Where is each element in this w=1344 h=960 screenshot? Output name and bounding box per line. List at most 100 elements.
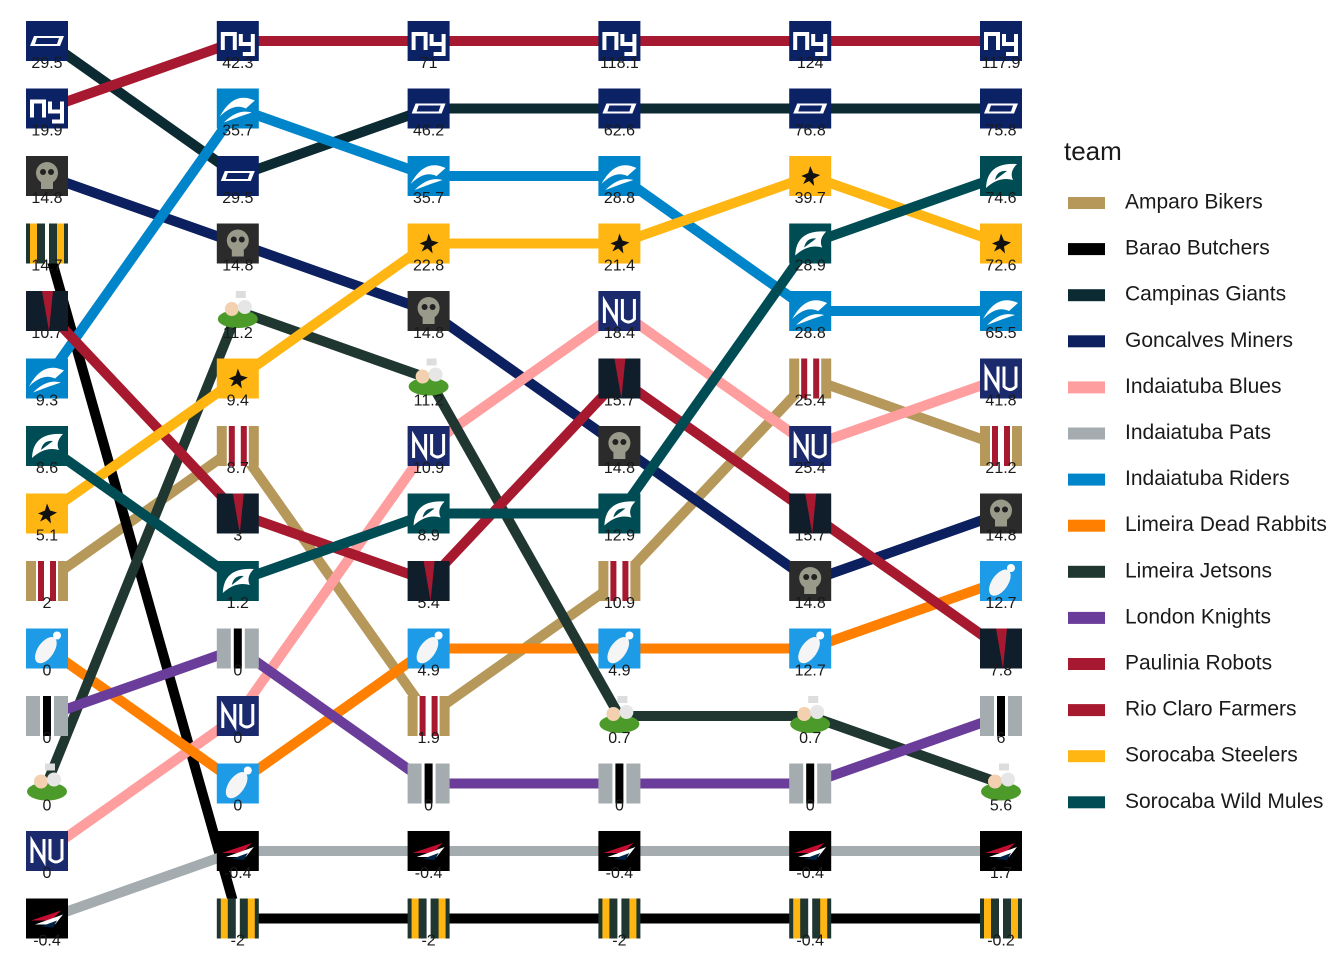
value-label: 7.8 [990, 663, 1012, 680]
value-label: 35.7 [413, 190, 444, 207]
value-label: 14.8 [985, 528, 1016, 545]
team-line [44, 304, 1003, 856]
logo-part [53, 631, 61, 640]
value-label: 15.7 [795, 528, 826, 545]
logo-part [997, 696, 1005, 736]
legend-swatch [1068, 335, 1105, 348]
logo-part [999, 763, 1009, 771]
value-label: 2 [43, 595, 52, 612]
logo-part [238, 236, 245, 243]
logo-part [990, 499, 1012, 522]
logo-part [233, 628, 242, 669]
logo-part [231, 249, 244, 257]
team-logo [789, 223, 832, 264]
team-logo [598, 358, 641, 399]
logo-part [796, 314, 825, 325]
value-label: 75.8 [985, 123, 1016, 140]
value-label: 72.6 [985, 258, 1016, 275]
logo-part [608, 432, 631, 454]
logo-part [811, 574, 818, 580]
value-label: -2 [612, 933, 626, 950]
logo-part [598, 156, 641, 196]
legend-label: Paulinia Robots [1125, 652, 1272, 675]
team-logo [598, 88, 641, 129]
logo-part [980, 291, 1022, 331]
team-logo [216, 223, 259, 264]
value-label: 22.8 [413, 258, 444, 275]
value-label: 10.9 [604, 595, 635, 612]
team-logo [26, 898, 68, 939]
value-label: 9.3 [36, 393, 58, 410]
value-label: 0 [233, 730, 242, 747]
value-label: 28.9 [795, 258, 826, 275]
logo-part [34, 774, 48, 789]
logo-part [620, 439, 627, 445]
value-label: 29.5 [222, 190, 253, 207]
value-label: 11.2 [414, 393, 444, 410]
value-label: 0 [43, 798, 52, 815]
logo-part [610, 233, 630, 254]
team-logo [598, 763, 641, 804]
value-label: 21.4 [604, 258, 635, 275]
logo-part [795, 231, 827, 256]
team-logo [598, 223, 641, 264]
team-line [42, 102, 1001, 382]
legend-swatch [1068, 473, 1105, 486]
logo-part [225, 772, 248, 799]
logo-part [45, 223, 49, 264]
value-label: 19.9 [31, 123, 62, 140]
value-label: 1.2 [227, 595, 249, 612]
logo-part [220, 32, 255, 56]
value-label: 62.6 [604, 123, 635, 140]
logo-part [995, 519, 1007, 527]
logo-part [411, 898, 419, 939]
team-logo [26, 561, 68, 601]
team-logo [407, 831, 450, 871]
logo-part [625, 631, 634, 640]
value-label: 42.3 [222, 55, 253, 72]
logo-part [622, 561, 629, 601]
legend-swatch [1068, 750, 1105, 763]
team-logo [26, 21, 68, 61]
logo-part [984, 898, 991, 939]
logo-part [995, 170, 1007, 180]
logo-part [808, 696, 819, 703]
team-logo [789, 561, 832, 601]
logo-part [231, 853, 248, 860]
team-logo [789, 493, 832, 534]
logo-part [414, 179, 443, 190]
logo-part [996, 628, 1007, 669]
legend-label: London Knights [1125, 605, 1271, 628]
value-label: 0 [43, 730, 52, 747]
team-logo [980, 898, 1022, 939]
team-logo [216, 898, 259, 939]
logo-part [232, 493, 244, 534]
team-logo [216, 426, 259, 466]
value-label: 39.7 [795, 190, 826, 207]
logo-part [629, 898, 637, 939]
value-label: 118.1 [600, 55, 639, 72]
logo-part [226, 229, 249, 252]
logo-part [220, 898, 228, 939]
value-label: 0 [43, 865, 52, 882]
value-label: 15.7 [604, 393, 635, 410]
team-logo [599, 696, 640, 733]
team-line [45, 846, 1001, 924]
logo-part [602, 32, 637, 56]
team-logo [408, 358, 449, 396]
team-logo [407, 156, 450, 196]
logo-part [412, 430, 446, 462]
team-logo [216, 21, 259, 61]
logo-part [995, 853, 1011, 860]
team-logo [598, 291, 641, 331]
legend-swatch [1068, 197, 1105, 209]
team-line [45, 36, 1001, 114]
logo-part [999, 898, 1003, 939]
logos [26, 21, 1022, 939]
logo-part [32, 433, 63, 458]
value-label: -0.4 [796, 865, 824, 882]
logo-part [422, 508, 435, 518]
value-label: 28.8 [795, 325, 826, 342]
logo-part [416, 105, 441, 112]
value-label: 74.6 [985, 190, 1016, 207]
